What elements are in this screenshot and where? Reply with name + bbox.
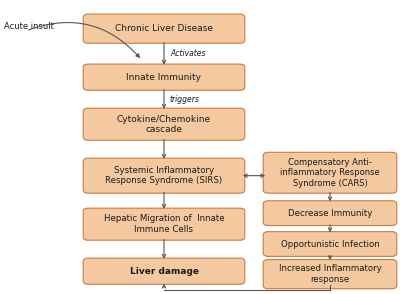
FancyBboxPatch shape	[263, 201, 397, 225]
Text: Systemic Inflammatory
Response Syndrome (SIRS): Systemic Inflammatory Response Syndrome …	[106, 166, 222, 185]
FancyBboxPatch shape	[263, 152, 397, 193]
Text: triggers: triggers	[170, 95, 200, 104]
Text: Opportunistic Infection: Opportunistic Infection	[281, 240, 379, 248]
Text: Compensatory Anti-
inflammatory Response
Syndrome (CARS): Compensatory Anti- inflammatory Response…	[280, 158, 380, 188]
Text: Liver damage: Liver damage	[130, 267, 198, 276]
Text: Decrease Immunity: Decrease Immunity	[288, 209, 372, 218]
Text: Chronic Liver Disease: Chronic Liver Disease	[115, 24, 213, 33]
Text: Cytokine/Chemokine
cascade: Cytokine/Chemokine cascade	[117, 115, 211, 134]
Text: Activates: Activates	[170, 49, 206, 58]
Text: Hepatic Migration of  Innate
Immune Cells: Hepatic Migration of Innate Immune Cells	[104, 215, 224, 234]
FancyBboxPatch shape	[263, 260, 397, 289]
FancyBboxPatch shape	[83, 258, 245, 284]
FancyBboxPatch shape	[83, 108, 245, 140]
FancyBboxPatch shape	[83, 158, 245, 193]
FancyBboxPatch shape	[83, 14, 245, 43]
Text: Acute insult: Acute insult	[4, 22, 54, 31]
FancyBboxPatch shape	[83, 64, 245, 90]
Text: Innate Immunity: Innate Immunity	[126, 73, 202, 82]
FancyBboxPatch shape	[263, 232, 397, 256]
Text: Increased Inflammatory
response: Increased Inflammatory response	[279, 265, 381, 284]
FancyBboxPatch shape	[83, 208, 245, 240]
